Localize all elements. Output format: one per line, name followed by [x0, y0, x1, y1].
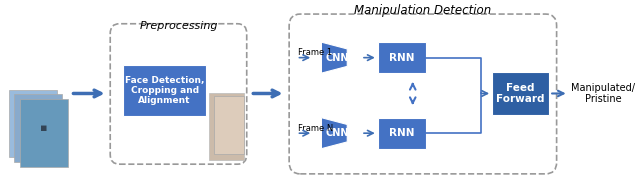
Text: CNN: CNN [326, 128, 349, 138]
FancyBboxPatch shape [209, 93, 244, 160]
Text: ▪: ▪ [40, 123, 47, 133]
Text: Preprocessing: Preprocessing [140, 21, 218, 31]
FancyBboxPatch shape [378, 42, 426, 73]
Text: Frame N: Frame N [298, 124, 333, 133]
FancyBboxPatch shape [9, 90, 57, 157]
Text: Manipulated/
Pristine: Manipulated/ Pristine [572, 83, 636, 104]
Polygon shape [321, 118, 348, 149]
FancyBboxPatch shape [378, 118, 426, 149]
FancyBboxPatch shape [492, 72, 549, 115]
Text: Face Detection,
Cropping and
Alignment: Face Detection, Cropping and Alignment [125, 76, 204, 105]
Text: Frame 1: Frame 1 [298, 48, 333, 57]
FancyBboxPatch shape [20, 99, 68, 167]
Text: Feed
Forward: Feed Forward [497, 83, 545, 104]
Text: Manipulation Detection: Manipulation Detection [355, 4, 492, 17]
FancyBboxPatch shape [14, 94, 62, 162]
Polygon shape [321, 42, 348, 73]
Text: RNN: RNN [389, 53, 415, 63]
FancyBboxPatch shape [214, 96, 244, 154]
FancyBboxPatch shape [123, 65, 206, 116]
Text: CNN: CNN [326, 53, 349, 63]
Text: RNN: RNN [389, 128, 415, 138]
